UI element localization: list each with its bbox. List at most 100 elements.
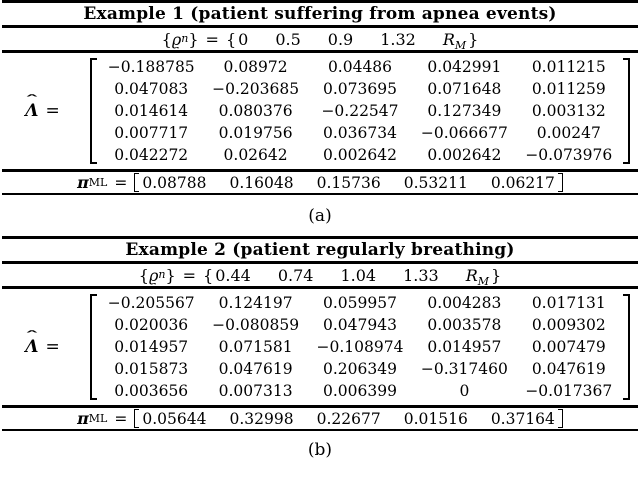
rho-last-sub: M <box>477 274 490 288</box>
bottom-rule <box>2 193 638 195</box>
matrix-cell: 0.047083 <box>114 80 189 98</box>
matrix-grid: −0.188785 0.08972 0.04486 0.042991 0.011215 0… <box>97 55 623 167</box>
rule <box>2 405 638 408</box>
rule <box>2 50 638 53</box>
matrix-cell: 0.071648 <box>427 80 502 98</box>
left-bracket <box>90 58 97 164</box>
matrix-cell: 0.073695 <box>323 80 397 98</box>
caption-label: (b) <box>307 440 333 460</box>
matrix-cell: 0.02642 <box>223 146 288 164</box>
rho-last-base: R <box>442 29 455 49</box>
matrix-cell: −0.080859 <box>212 316 300 334</box>
figure: Example 1 (patient suffering from apnea … <box>2 0 638 469</box>
rule <box>2 286 638 289</box>
matrix-grid: −0.205567 0.124197 0.059957 0.004283 0.01713… <box>97 291 623 403</box>
matrix-cell: −0.066677 <box>420 124 508 142</box>
equals-sign: = <box>114 409 128 428</box>
pi-values: 0.08788 0.16048 0.15736 0.53211 0.06217 <box>139 174 558 192</box>
equals-sign: = <box>45 101 60 121</box>
matrix-cell: −0.22547 <box>321 102 399 120</box>
vector-right-bracket <box>557 409 563 428</box>
rho-open-brace: { <box>161 29 172 49</box>
matrix-cell: 0.047943 <box>323 316 397 334</box>
matrix-cell: 0.011259 <box>531 80 606 98</box>
pi-row: π ML = 0.05644 0.32998 0.22677 0.01516 0.3716… <box>2 408 638 429</box>
widehat-accent: ˆ <box>24 93 40 107</box>
top-rule <box>2 0 638 3</box>
matrix-cell: 0.003132 <box>531 102 606 120</box>
matrix-row: 0.014614 0.080376 −0.22547 0.127349 0.003132 <box>99 100 621 122</box>
pi-value: 0.15736 <box>316 173 381 192</box>
matrix-cell: 0.017131 <box>531 294 606 312</box>
matrix-cell: −0.203685 <box>212 80 300 98</box>
rule <box>2 25 638 28</box>
equals-sign: = <box>114 173 128 192</box>
matrix-cell: −0.073976 <box>525 146 613 164</box>
matrix-row: 0.015873 0.047619 0.206349 −0.317460 0.04761… <box>99 358 621 380</box>
top-rule <box>2 236 638 239</box>
matrix-cell: −0.108974 <box>316 338 404 356</box>
matrix-cell: 0.006399 <box>323 382 397 400</box>
widehat-accent: ˆ <box>24 329 40 343</box>
pi-value: 0.32998 <box>229 409 294 428</box>
subfigure-caption-a: (a) <box>2 195 638 236</box>
matrix-cell: 0.127349 <box>427 102 502 120</box>
rho-close-brace: } <box>188 29 199 49</box>
pi-value: 0.01516 <box>403 409 468 428</box>
pi-value: 0.16048 <box>229 173 294 192</box>
right-bracket <box>623 294 630 400</box>
matrix-cell: −0.317460 <box>420 360 508 378</box>
pi-value: 0.05644 <box>142 409 207 428</box>
matrix-cell: 0.003656 <box>114 382 189 400</box>
matrix-cell: 0.020036 <box>114 316 189 334</box>
table-title-row: Example 2 (patient regularly breathing) <box>2 239 638 261</box>
matrix-cell: 0.015873 <box>114 360 189 378</box>
rho-symbol: ϱ <box>171 29 182 49</box>
matrix-cell: 0.014957 <box>114 338 189 356</box>
matrix-cell: 0.003578 <box>427 316 502 334</box>
rho-value: 1.33 <box>403 265 439 285</box>
matrix-row: 0.047083 −0.203685 0.073695 0.071648 0.01125… <box>99 78 621 100</box>
rho-row: {ϱ n} = { 0 0.5 0.9 1.32 RM } <box>161 29 479 52</box>
matrix-row: 0.003656 0.007313 0.006399 0 −0.017367 <box>99 380 621 402</box>
matrix-cell: 0.042272 <box>114 146 189 164</box>
rho-symbol: ϱ <box>148 265 159 285</box>
set-open-brace: { <box>225 29 237 49</box>
table-title-row: Example 1 (patient suffering from apnea … <box>2 3 638 25</box>
table-title: Example 2 (patient regularly breathing) <box>125 240 515 260</box>
rho-values: 0 0.5 0.9 1.32 RM <box>238 29 466 51</box>
table-example-1: Example 1 (patient suffering from apnea … <box>2 0 638 195</box>
pi-row: π ML = 0.08788 0.16048 0.15736 0.53211 0.0621… <box>2 172 638 193</box>
rho-value: 0.44 <box>215 265 251 285</box>
rho-row: {ϱ n} = { 0.44 0.74 1.04 1.33 RM } <box>138 265 502 288</box>
matrix-cell: 0.014614 <box>114 102 189 120</box>
rule <box>2 169 638 172</box>
equals-sign: = <box>45 337 60 357</box>
lambda-glyph: Λ <box>25 337 39 357</box>
matrix-cell: 0.042991 <box>427 58 502 76</box>
set-close-brace: } <box>468 29 479 49</box>
subfigure-caption-b: (b) <box>2 431 638 469</box>
matrix-cell: 0.08972 <box>223 58 288 76</box>
table-example-2: Example 2 (patient regularly breathing) … <box>2 236 638 431</box>
vector-right-bracket <box>557 173 563 192</box>
pi-value: 0.06217 <box>490 173 555 192</box>
vector-left-bracket <box>134 173 140 192</box>
matrix-cell: 0.002642 <box>323 146 397 164</box>
lambda-glyph: Λ <box>25 101 39 121</box>
matrix-cell: 0.00247 <box>536 124 601 142</box>
matrix-cell: 0.04486 <box>327 58 393 76</box>
pi-value: 0.22677 <box>316 409 381 428</box>
rho-value: 0.9 <box>327 29 354 49</box>
pi-symbol: π <box>77 173 89 192</box>
pi-value: 0.37164 <box>490 409 555 428</box>
right-bracket <box>623 58 630 164</box>
matrix-row: 0.014957 0.071581 −0.108974 0.014957 0.00747… <box>99 336 621 358</box>
matrix-cell: 0.007313 <box>218 382 293 400</box>
rho-value: 1.32 <box>380 29 416 49</box>
rho-last-symbol: RM <box>466 266 490 288</box>
matrix-cell: 0.009302 <box>531 316 606 334</box>
